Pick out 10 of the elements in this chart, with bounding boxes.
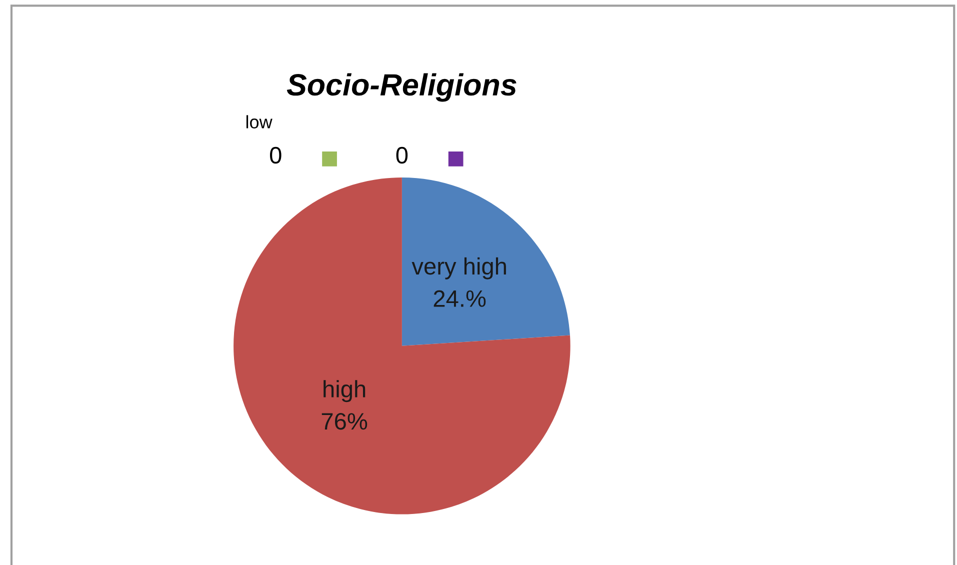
data-label: 76%	[322, 413, 368, 430]
pie-slice	[234, 177, 570, 514]
slice-label: high	[324, 380, 366, 402]
text: 0	[270, 146, 282, 164]
text: 0	[396, 146, 408, 164]
data-label: 24.%	[434, 290, 486, 307]
pie-slice	[402, 177, 570, 346]
category-label: low	[246, 115, 272, 128]
slice-label: very high	[412, 257, 506, 280]
chart-title: Socio-Religions	[286, 73, 516, 102]
